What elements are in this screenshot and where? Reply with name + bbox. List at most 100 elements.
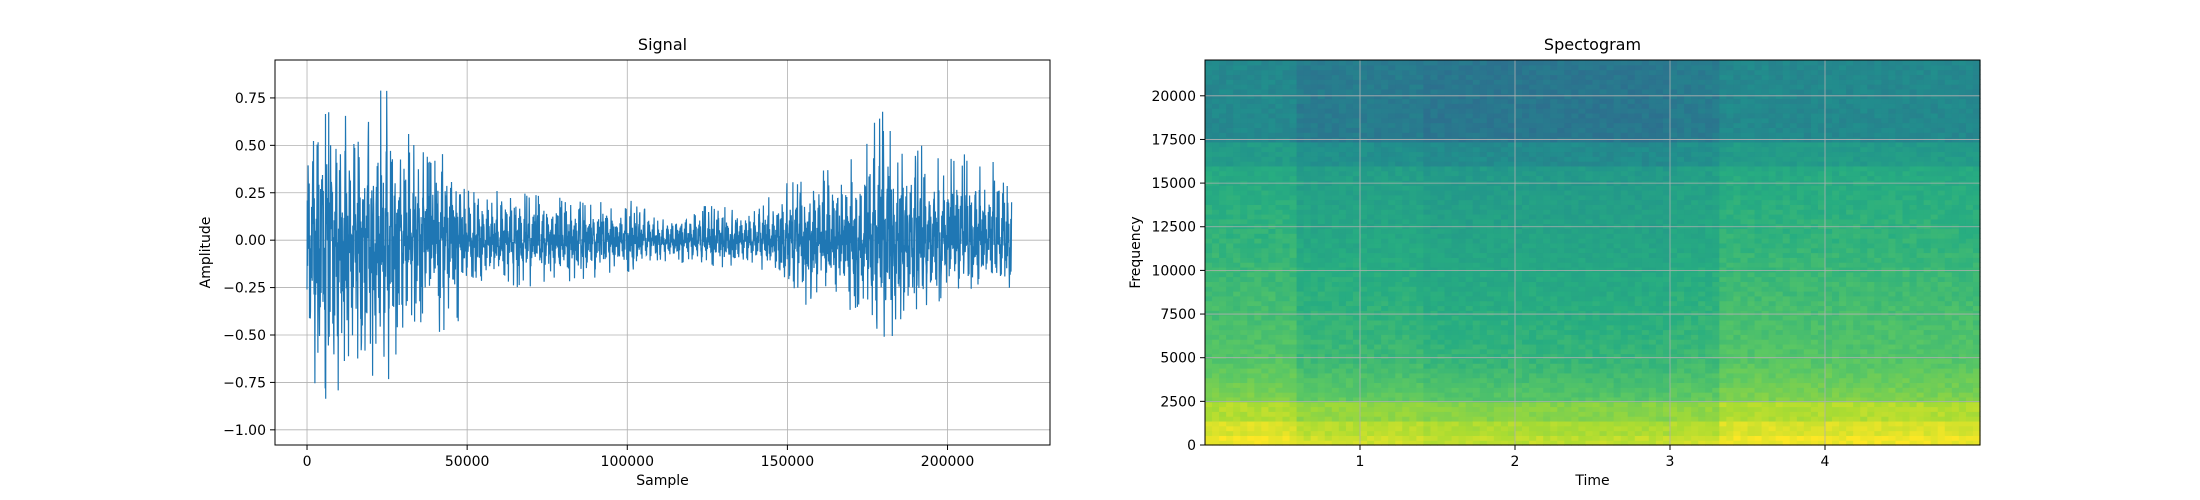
spectrogram-cell: [1395, 127, 1403, 133]
spectrogram-cell: [1430, 435, 1439, 441]
spectrogram-cell: [1465, 401, 1474, 408]
spectrogram-cell: [1388, 209, 1396, 215]
spectrogram-cell: [1444, 257, 1453, 263]
spectrogram-cell: [1606, 151, 1615, 157]
spectrogram-cell: [1324, 185, 1333, 191]
spectrogram-cell: [1557, 392, 1565, 398]
spectrogram-cell: [1613, 324, 1622, 331]
spectrogram-cell: [1374, 324, 1382, 331]
spectrogram-cell: [1212, 170, 1220, 177]
spectrogram-cell: [1493, 291, 1502, 297]
spectrogram-cell: [1219, 112, 1227, 119]
spectrogram-cell: [1360, 339, 1368, 345]
spectrogram-cell: [1500, 358, 1509, 364]
spectrogram-cell: [1522, 291, 1530, 297]
spectrogram-cell: [1465, 151, 1474, 157]
spectrogram-cell: [1599, 440, 1608, 446]
spectrogram-cell: [1620, 276, 1629, 282]
spectrogram-cell: [1381, 435, 1389, 441]
spectrogram-cell: [1416, 151, 1425, 157]
spectrogram-cell: [1543, 315, 1551, 321]
spectrogram-cell: [1240, 411, 1248, 417]
spectrogram-cell: [1374, 146, 1382, 153]
spectrogram-cell: [1613, 247, 1622, 254]
spectrogram-cell: [1451, 324, 1460, 331]
spectrogram-cell: [1402, 204, 1410, 210]
spectrogram-cell: [1465, 175, 1474, 181]
y-tick-label: −0.50: [223, 328, 266, 344]
spectrogram-cell: [1557, 112, 1565, 119]
spectrogram-cell: [1458, 204, 1467, 210]
spectrogram-cell: [1634, 252, 1643, 258]
spectrogram-cell: [1289, 425, 1298, 432]
spectrogram-cell: [1268, 329, 1277, 335]
spectrogram-cell: [1479, 252, 1488, 258]
spectrogram-cell: [1599, 348, 1608, 355]
spectrogram-cell: [1479, 69, 1488, 76]
spectrogram-cell: [1458, 420, 1467, 427]
spectrogram-cell: [1247, 382, 1255, 388]
spectrogram-cell: [1268, 401, 1277, 408]
spectrogram-cell: [1606, 334, 1615, 340]
spectrogram-cell: [1543, 435, 1551, 441]
spectrogram-cell: [1303, 74, 1312, 80]
spectrogram-cell: [1338, 242, 1347, 249]
spectrogram-cell: [1331, 392, 1340, 398]
spectrogram-cell: [1352, 175, 1361, 181]
spectrogram-cell: [1331, 233, 1340, 239]
spectrogram-cell: [1613, 387, 1622, 393]
spectrogram-cell: [1536, 406, 1544, 412]
spectrogram-cell: [1282, 112, 1291, 119]
spectrogram-cell: [1550, 247, 1558, 254]
spectrogram-cell: [1585, 242, 1594, 249]
spectrogram-cell: [1634, 276, 1643, 282]
spectrogram-cell: [1289, 252, 1298, 258]
spectrogram-cell: [1557, 291, 1565, 297]
spectrogram-cell: [1352, 189, 1361, 196]
spectrogram-cell: [1634, 430, 1643, 436]
spectrogram-cell: [1275, 271, 1284, 278]
spectrogram-cell: [1205, 233, 1213, 239]
spectrogram-cell: [1268, 122, 1277, 128]
spectrogram-cell: [1571, 343, 1580, 350]
spectrogram-cell: [1550, 170, 1558, 177]
spectrogram-cell: [1627, 262, 1636, 268]
spectrogram-cell: [1338, 262, 1347, 268]
spectrogram-cell: [1543, 170, 1551, 177]
spectrogram-cell: [1585, 387, 1594, 393]
spectrogram-cell: [1416, 411, 1425, 417]
spectrogram-cell: [1254, 425, 1262, 432]
spectrogram-cell: [1409, 189, 1417, 196]
spectrogram-cell: [1352, 382, 1361, 388]
spectrogram-cell: [1627, 392, 1636, 398]
spectrogram-cell: [1634, 291, 1643, 297]
spectrogram-cell: [1585, 276, 1594, 282]
spectrogram-cell: [1634, 257, 1643, 263]
spectrogram-cell: [1479, 170, 1488, 177]
spectrogram-cell: [1409, 223, 1417, 230]
spectrogram-cell: [1240, 368, 1248, 374]
spectrogram-cell: [1374, 416, 1382, 422]
spectrogram-cell: [1430, 170, 1439, 177]
spectrogram-cell: [1275, 286, 1284, 292]
spectrogram-cell: [1458, 430, 1467, 436]
spectrogram-cell: [1212, 108, 1220, 114]
spectrogram-cell: [1345, 392, 1354, 398]
spectrogram-cell: [1324, 64, 1333, 71]
spectrogram-cell: [1367, 108, 1375, 114]
spectrogram-cell: [1437, 199, 1446, 205]
spectrogram-cell: [1493, 420, 1502, 427]
spectrogram-cell: [1395, 242, 1403, 249]
spectrogram-cell: [1388, 189, 1396, 196]
spectrogram-cell: [1486, 117, 1495, 124]
spectrogram-cell: [1381, 84, 1389, 90]
spectrogram-cell: [1219, 401, 1227, 408]
spectrogram-cell: [1564, 368, 1572, 374]
spectrogram-cell: [1599, 420, 1608, 427]
spectrogram-cell: [1550, 430, 1558, 436]
spectrogram-cell: [1451, 74, 1460, 80]
spectrogram-cell: [1479, 238, 1488, 244]
x-tick-label: 0: [303, 454, 312, 470]
spectrogram-cell: [1423, 117, 1432, 124]
spectrogram-cell: [1282, 348, 1291, 355]
